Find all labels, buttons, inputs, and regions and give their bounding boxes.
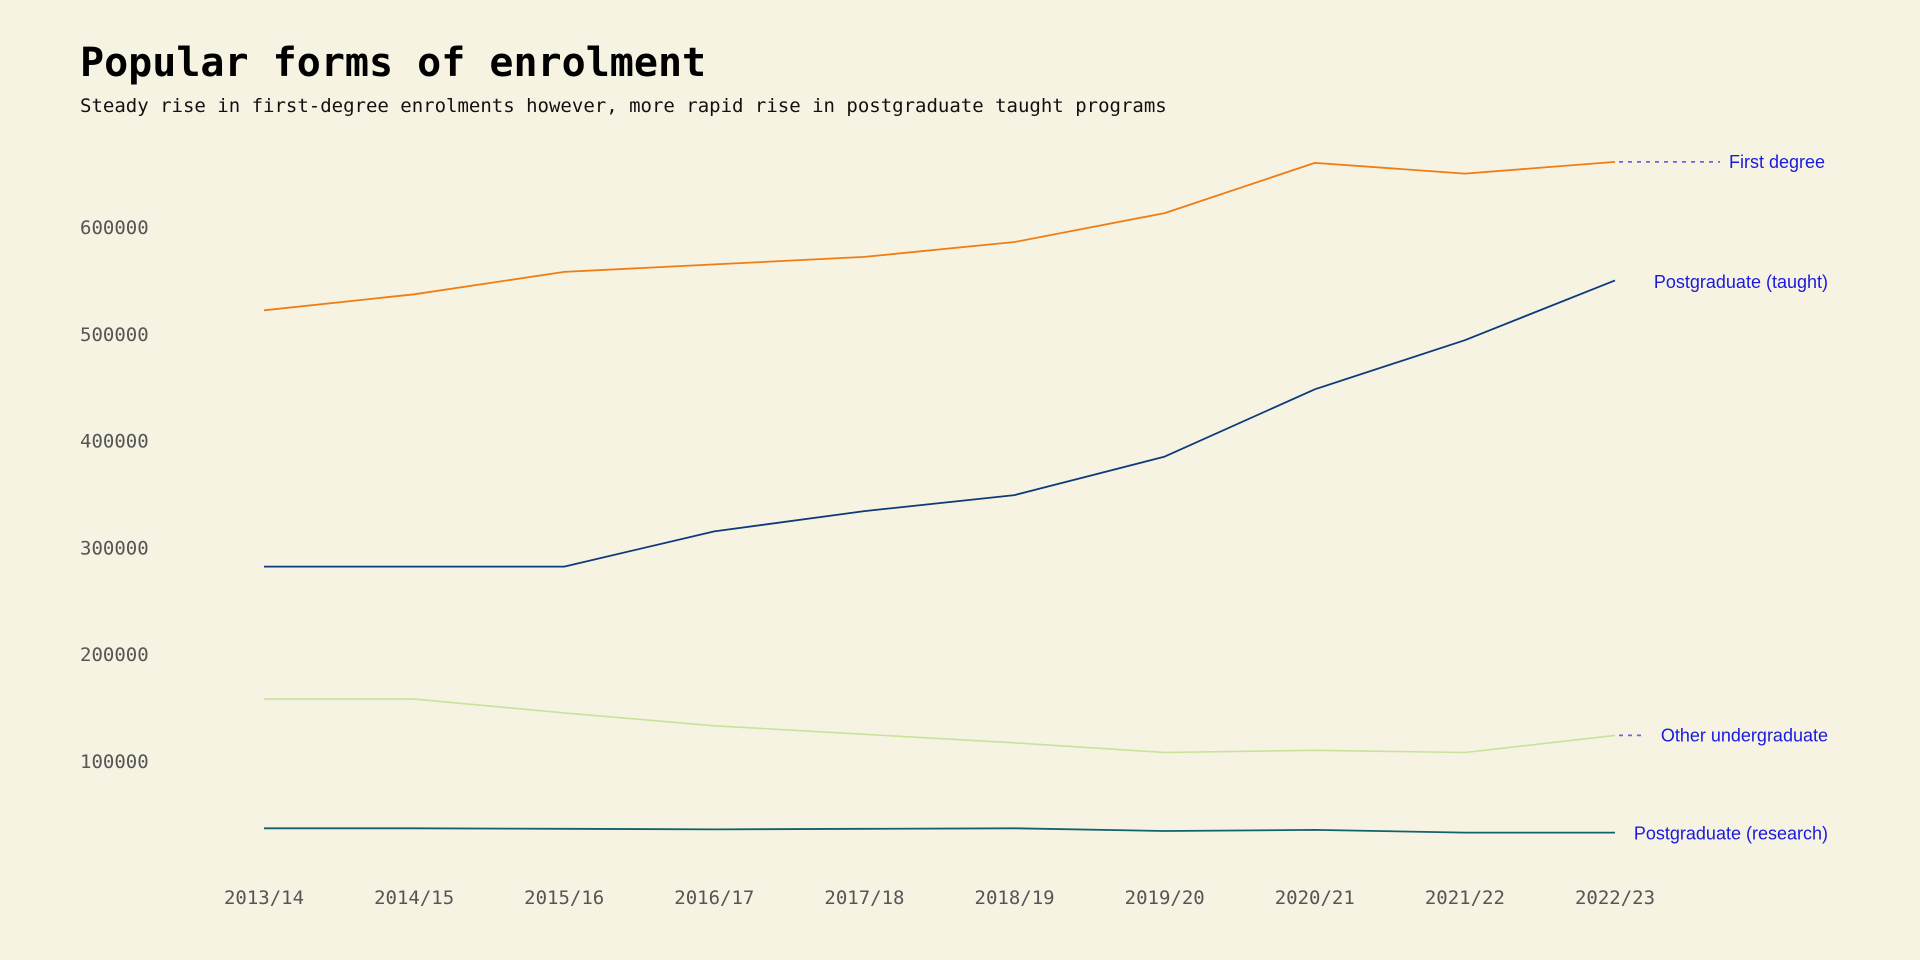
series-line — [264, 279, 1616, 568]
series-label: Other undergraduate — [1661, 725, 1828, 745]
series-line — [264, 827, 1615, 834]
x-tick-label: 2016/17 — [674, 887, 754, 909]
y-tick-label: 400000 — [80, 431, 149, 453]
chart-subtitle: Steady rise in first-degree enrolments h… — [80, 95, 1167, 117]
x-tick-label: 2022/23 — [1575, 887, 1655, 909]
series-label: Postgraduate (research) — [1634, 824, 1828, 844]
x-tick-label: 2020/21 — [1275, 887, 1355, 909]
series-label: First degree — [1729, 152, 1825, 172]
x-tick-label: 2019/20 — [1125, 887, 1205, 909]
y-tick-label: 600000 — [80, 217, 149, 239]
x-tick-label: 2014/15 — [374, 887, 454, 909]
series-line — [264, 698, 1616, 754]
x-tick-label: 2013/14 — [224, 887, 304, 909]
series-line — [263, 161, 1616, 312]
y-tick-label: 500000 — [80, 324, 149, 346]
x-tick-label: 2018/19 — [975, 887, 1055, 909]
x-tick-label: 2015/16 — [524, 887, 604, 909]
series-label: Postgraduate (taught) — [1654, 272, 1828, 292]
x-tick-label: 2017/18 — [824, 887, 904, 909]
x-tick-label: 2021/22 — [1425, 887, 1505, 909]
y-tick-label: 100000 — [80, 751, 149, 773]
y-tick-label: 200000 — [80, 644, 149, 666]
chart-title: Popular forms of enrolment — [80, 40, 707, 86]
y-tick-label: 300000 — [80, 537, 149, 559]
